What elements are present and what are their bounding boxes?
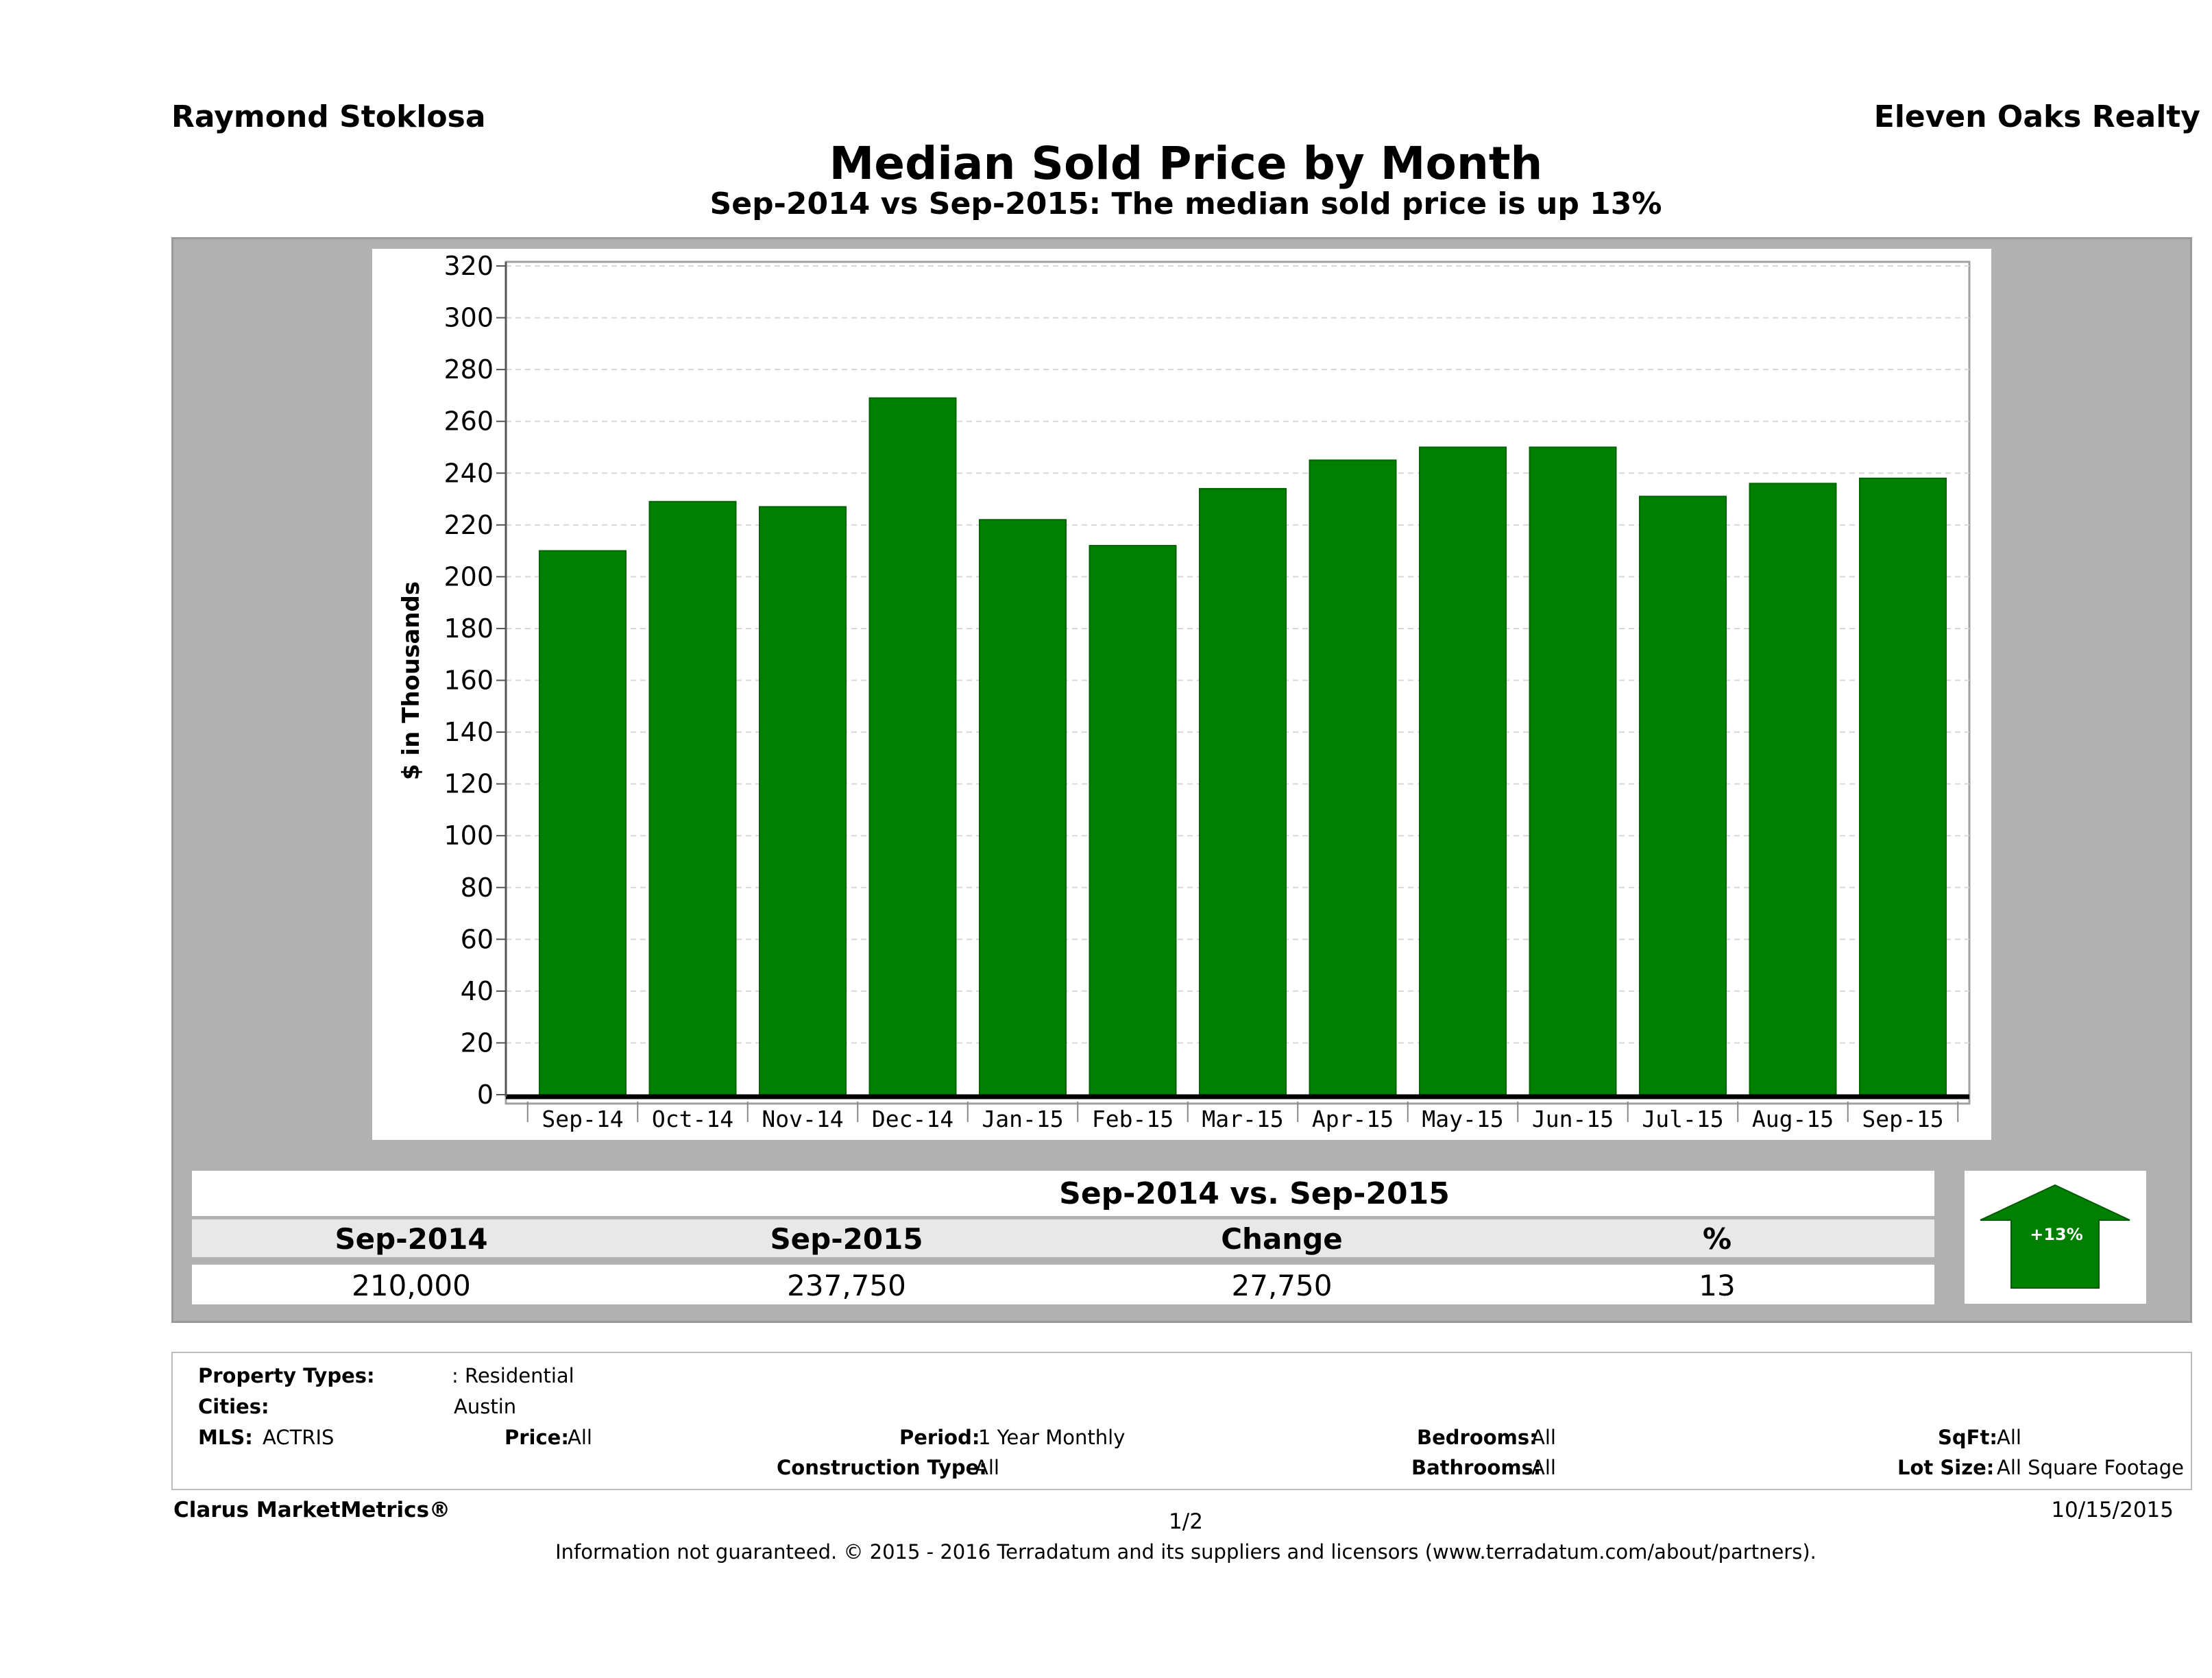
y-tick-label: 160 [443, 666, 494, 696]
y-tick-label: 280 [443, 354, 494, 385]
bedrooms-label: Bedrooms: [1417, 1426, 1538, 1449]
header-end-period: Sep-2015 [770, 1222, 923, 1256]
y-tick-label: 20 [461, 1028, 494, 1058]
bedrooms-value: All [1531, 1426, 1556, 1449]
bar-feb-15 [1089, 545, 1177, 1096]
bar-nov-14 [759, 506, 847, 1096]
value-change: 27,750 [1231, 1269, 1333, 1302]
y-tick-label: 320 [443, 251, 494, 281]
comparison-value-row: 210,000 237,750 27,750 13 [192, 1265, 1934, 1304]
comparison-title-row: Sep-2014 vs. Sep-2015 [192, 1171, 1934, 1216]
bar-chart: 0 20 40 60 80 100 120 140 160 180 200 220 240 260 280 3… [372, 249, 1991, 1140]
header-percent: % [1702, 1222, 1732, 1256]
y-tick-label: 40 [461, 976, 494, 1006]
report-date: 10/15/2015 [2051, 1498, 2174, 1522]
chart-subtitle: Sep-2014 vs Sep-2015: The median sold pr… [709, 186, 1662, 221]
x-tick-label: May-15 [1422, 1106, 1503, 1132]
change-badge: +13% [2030, 1225, 2083, 1244]
company-name: Eleven Oaks Realty [1873, 99, 2200, 134]
lot-size-label: Lot Size: [1897, 1456, 1995, 1479]
y-axis-label: $ in Thousands [398, 581, 425, 780]
x-tick-label: Nov-14 [762, 1106, 843, 1132]
agent-name: Raymond Stoklosa [171, 99, 486, 134]
comparison-header-row: Sep-2014 Sep-2015 Change % [192, 1219, 1934, 1257]
period-value: 1 Year Monthly [978, 1426, 1126, 1449]
chart-title: Median Sold Price by Month [829, 137, 1543, 190]
y-tick-label: 220 [443, 510, 494, 540]
bathrooms-value: All [1531, 1456, 1556, 1479]
bar-mar-15 [1199, 487, 1287, 1095]
change-indicator: +13% [1965, 1171, 2146, 1304]
page-number: 1/2 [1169, 1509, 1203, 1534]
x-tick-label: Oct-14 [652, 1106, 733, 1132]
x-tick-label: Jul-15 [1642, 1106, 1723, 1132]
x-tick-label: Sep-15 [1862, 1106, 1943, 1132]
y-tick-label: 140 [443, 717, 494, 747]
lot-size-value: All Square Footage [1997, 1456, 2185, 1479]
bar-jun-15 [1529, 446, 1617, 1095]
y-tick-label: 0 [477, 1080, 494, 1110]
x-tick-label: Aug-15 [1752, 1106, 1834, 1132]
bar-dec-14 [868, 397, 957, 1095]
bar-oct-14 [648, 500, 737, 1095]
x-tick-label: Jan-15 [982, 1106, 1063, 1132]
property-types-label: Property Types: [198, 1364, 375, 1387]
disclaimer: Information not guaranteed. © 2015 - 201… [555, 1540, 1816, 1564]
sqft-value: All [1997, 1426, 2021, 1449]
comparison-title: Sep-2014 vs. Sep-2015 [1059, 1176, 1450, 1211]
bar-jul-15 [1639, 496, 1727, 1095]
y-tick-label: 180 [443, 613, 494, 644]
cities-label: Cities: [198, 1395, 269, 1418]
x-tick-label: Feb-15 [1092, 1106, 1174, 1132]
value-start-period: 210,000 [352, 1269, 471, 1302]
y-tick-label: 120 [443, 769, 494, 799]
construction-type-value: All [975, 1456, 999, 1479]
bar-jan-15 [979, 519, 1067, 1096]
y-tick-label: 200 [443, 561, 494, 592]
header-change: Change [1221, 1222, 1343, 1256]
x-tick-label: Dec-14 [872, 1106, 953, 1132]
price-value: All [568, 1426, 592, 1449]
x-tick-label: Mar-15 [1202, 1106, 1283, 1132]
mls-value: ACTRIS [263, 1426, 335, 1449]
x-tick-label: Jun-15 [1532, 1106, 1614, 1132]
price-label: Price: [505, 1426, 569, 1449]
bar-sep-14 [539, 550, 627, 1095]
bathrooms-label: Bathrooms: [1411, 1456, 1542, 1479]
header-start-period: Sep-2014 [335, 1222, 488, 1256]
mls-label: MLS: [198, 1426, 253, 1449]
construction-type-label: Construction Type: [777, 1456, 987, 1479]
bar-aug-15 [1749, 483, 1837, 1095]
x-tick-label: Sep-14 [542, 1106, 623, 1132]
up-arrow-icon: +13% [1980, 1184, 2130, 1289]
cities-value: Austin [454, 1395, 517, 1418]
y-tick-label: 240 [443, 458, 494, 488]
search-criteria: Property Types: : Residential Cities: Au… [171, 1352, 2192, 1490]
footer-brand: Clarus MarketMetrics® [173, 1498, 451, 1522]
bar-apr-15 [1309, 459, 1397, 1095]
bar-may-15 [1419, 446, 1507, 1095]
bar-sep-15 [1859, 477, 1947, 1095]
y-tick-label: 100 [443, 820, 494, 851]
value-percent: 13 [1699, 1269, 1736, 1302]
period-label: Period: [899, 1426, 980, 1449]
y-tick-label: 60 [461, 924, 494, 954]
y-tick-label: 300 [443, 303, 494, 333]
y-tick-label: 260 [443, 406, 494, 437]
property-types-value: : Residential [452, 1364, 574, 1387]
value-end-period: 237,750 [787, 1269, 906, 1302]
x-tick-label: Apr-15 [1312, 1106, 1394, 1132]
comparison-table: Sep-2014 vs. Sep-2015 Sep-2014 Sep-2015 … [192, 1171, 1934, 1304]
sqft-label: SqFt: [1938, 1426, 1997, 1449]
y-tick-label: 80 [461, 873, 494, 903]
